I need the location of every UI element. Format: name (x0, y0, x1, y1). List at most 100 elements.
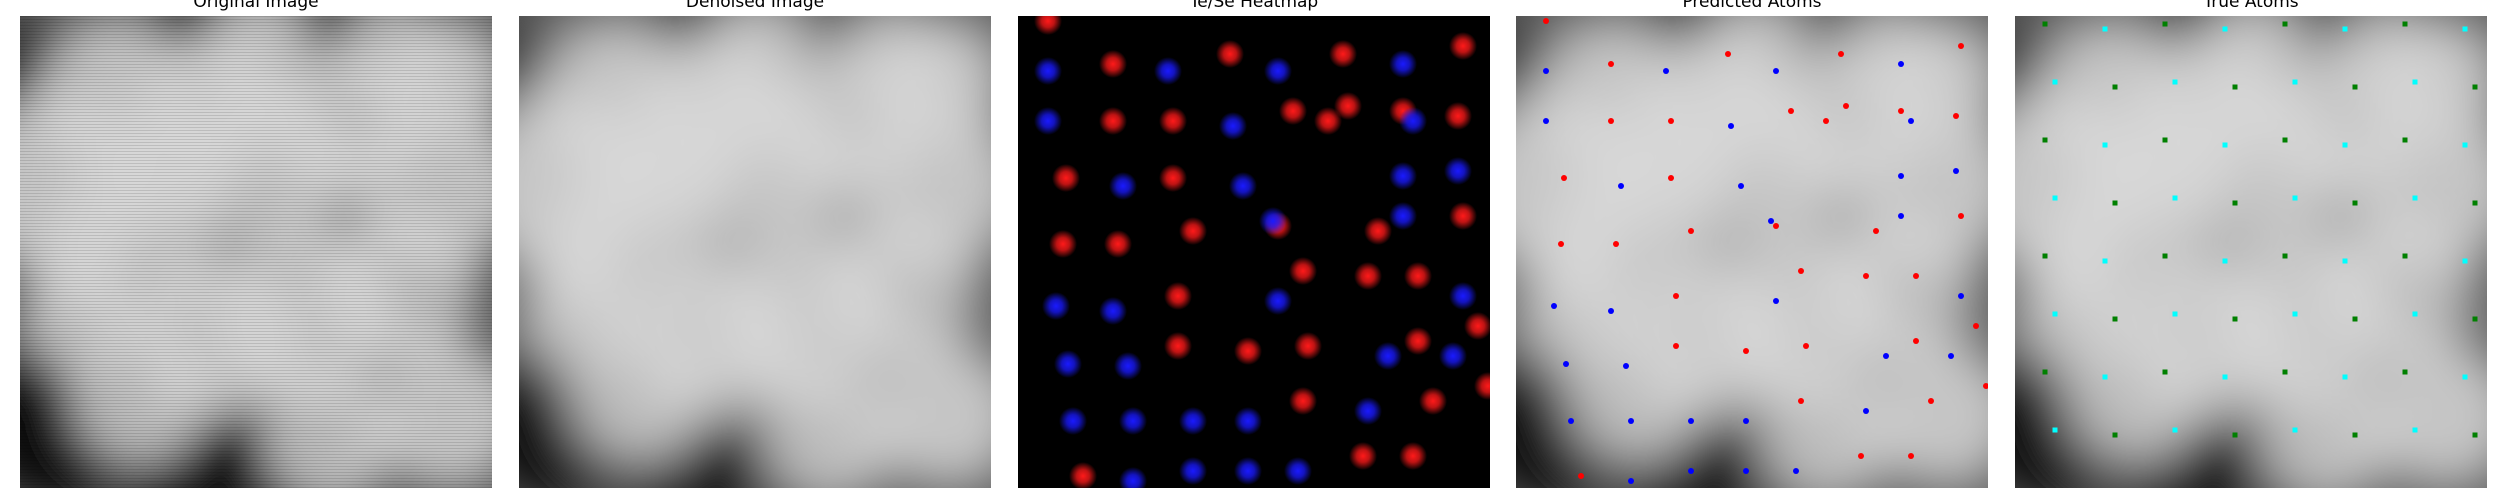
true-atom-cyan (2102, 258, 2108, 264)
predicted-te-atom (1863, 273, 1869, 279)
predicted-se-atom (1743, 468, 1749, 474)
bright-region (2105, 106, 2225, 226)
se-heat-spot (1042, 292, 1070, 320)
bright-region (819, 206, 979, 366)
panel-title-predicted: Predicted Atoms (1682, 0, 1822, 12)
bright-region (2370, 341, 2487, 488)
true-atom-green (2162, 21, 2168, 27)
true-atom-cyan (2462, 26, 2468, 32)
te-heat-spot (1279, 97, 1307, 125)
predicted-se-atom (1738, 183, 1744, 189)
predicted-te-atom (1673, 343, 1679, 349)
true-atom-cyan (2292, 195, 2298, 201)
true-atom-cyan (2052, 195, 2058, 201)
true-atom-cyan (2292, 311, 2298, 317)
predicted-se-atom (1543, 118, 1549, 124)
predicted-te-atom (1983, 383, 1988, 389)
predicted-te-atom (1613, 241, 1619, 247)
te-heat-spot (1364, 217, 1392, 245)
true-atom-green (2402, 253, 2408, 259)
predicted-te-atom (1858, 453, 1864, 459)
panel-predicted: Predicted Atoms (1516, 0, 1988, 500)
true-atom-green (2042, 253, 2048, 259)
predicted-te-atom (1908, 453, 1914, 459)
true-atom-cyan (2102, 374, 2108, 380)
true-atom-cyan (2172, 79, 2178, 85)
true-atom-cyan (2412, 311, 2418, 317)
true-atom-green (2352, 84, 2358, 90)
predicted-te-atom (1743, 348, 1749, 354)
true-atoms-image (2015, 16, 2487, 488)
true-atom-green (2042, 137, 2048, 143)
predicted-se-atom (1908, 118, 1914, 124)
true-atom-green (2162, 253, 2168, 259)
predicted-se-atom (1663, 68, 1669, 74)
te-heat-spot (1444, 102, 1472, 130)
true-atom-cyan (2052, 427, 2058, 433)
true-atom-green (2112, 316, 2118, 322)
true-atom-cyan (2052, 79, 2058, 85)
true-atom-cyan (2342, 26, 2348, 32)
se-heat-spot (1389, 50, 1417, 78)
predicted-te-atom (1543, 18, 1549, 24)
predicted-te-atom (1803, 343, 1809, 349)
predicted-te-atom (1898, 108, 1904, 114)
true-atom-green (2282, 21, 2288, 27)
predicted-se-atom (1773, 298, 1779, 304)
true-atom-green (2162, 369, 2168, 375)
te-se-heatmap (1018, 16, 1490, 488)
predicted-te-atom (1668, 175, 1674, 181)
se-heat-spot (1229, 172, 1257, 200)
true-atom-cyan (2342, 142, 2348, 148)
te-heat-spot (1099, 107, 1127, 135)
predicted-te-atom (1798, 268, 1804, 274)
bright-region (1816, 206, 1976, 366)
predicted-te-atom (1688, 228, 1694, 234)
predicted-te-atom (1913, 338, 1919, 344)
true-atom-cyan (2412, 427, 2418, 433)
bright-region (1871, 341, 1988, 488)
panel-original: Original Image (20, 0, 492, 500)
te-heat-spot (1464, 312, 1490, 340)
predicted-se-atom (1793, 468, 1799, 474)
te-heat-spot (1234, 337, 1262, 365)
predicted-se-atom (1543, 68, 1549, 74)
predicted-te-atom (1798, 398, 1804, 404)
te-heat-spot (1069, 462, 1097, 488)
predicted-se-atom (1688, 468, 1694, 474)
true-atom-cyan (2462, 142, 2468, 148)
predicted-te-atom (1843, 103, 1849, 109)
true-atom-cyan (2342, 374, 2348, 380)
predicted-se-atom (1953, 168, 1959, 174)
predicted-atoms-image (1516, 16, 1988, 488)
panel-heatmap: Te/Se Heatmap (1018, 0, 1490, 500)
se-heat-spot (1154, 57, 1182, 85)
se-heat-spot (1234, 407, 1262, 435)
te-heat-spot (1449, 202, 1477, 230)
denoised-image (519, 16, 991, 488)
image-texture (2015, 16, 2487, 488)
se-heat-spot (1114, 352, 1142, 380)
bright-region (2315, 206, 2475, 366)
true-atom-green (2352, 316, 2358, 322)
te-heat-spot (1349, 442, 1377, 470)
se-heat-spot (1259, 207, 1287, 235)
se-heat-spot (1264, 287, 1292, 315)
true-atom-green (2402, 137, 2408, 143)
se-heat-spot (1264, 57, 1292, 85)
te-heat-spot (1159, 164, 1187, 192)
predicted-se-atom (1898, 173, 1904, 179)
se-heat-spot (1234, 457, 1262, 485)
predicted-te-atom (1873, 228, 1879, 234)
predicted-te-atom (1928, 398, 1934, 404)
image-texture (519, 16, 991, 488)
predicted-se-atom (1773, 68, 1779, 74)
te-heat-spot (1314, 107, 1342, 135)
true-atom-green (2352, 432, 2358, 438)
predicted-se-atom (1551, 303, 1557, 309)
true-atom-cyan (2462, 258, 2468, 264)
predicted-se-atom (1898, 61, 1904, 67)
true-atom-cyan (2292, 79, 2298, 85)
predicted-te-atom (1608, 118, 1614, 124)
predicted-te-atom (1773, 223, 1779, 229)
